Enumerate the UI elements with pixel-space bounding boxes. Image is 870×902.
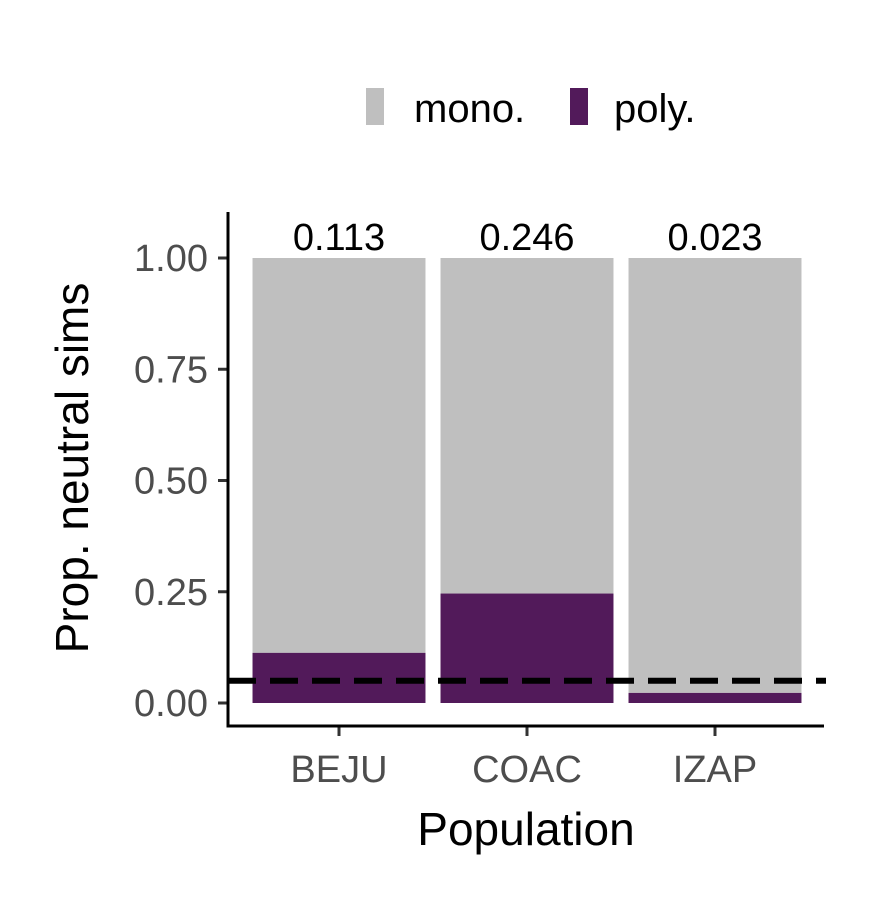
legend-label-mono: mono. xyxy=(414,87,525,131)
y-axis-title: Prop. neutral sims xyxy=(46,283,98,654)
data-label-beju: 0.113 xyxy=(293,217,385,259)
bar-poly-coac xyxy=(440,593,614,703)
x-tick-label-coac: COAC xyxy=(472,749,582,791)
y-tick-label-4: 1.00 xyxy=(134,238,208,280)
legend-label-poly: poly. xyxy=(614,87,696,131)
data-label-coac: 0.246 xyxy=(479,217,574,259)
y-tick-label-0: 0.00 xyxy=(134,683,208,725)
legend-swatch-mono xyxy=(366,88,384,125)
bar-poly-izap xyxy=(628,692,802,703)
x-tick-label-izap: IZAP xyxy=(673,749,757,791)
y-tick-label-1: 0.25 xyxy=(134,572,208,614)
legend: mono. poly. xyxy=(366,87,696,131)
x-axis-title: Population xyxy=(417,803,634,855)
data-label-izap: 0.023 xyxy=(667,217,762,259)
legend-swatch-poly xyxy=(570,88,588,125)
x-tick-label-beju: BEJU xyxy=(290,749,387,791)
bar-mono-coac xyxy=(440,258,614,594)
plot-area: 0.113 BEJU 0.246 COAC 0.023 IZAP 0.00 0.25 0.50 0… xyxy=(134,212,826,791)
y-tick-label-3: 0.75 xyxy=(134,349,208,391)
bar-mono-izap xyxy=(628,258,802,693)
y-tick-label-2: 0.50 xyxy=(134,461,208,503)
bar-mono-beju xyxy=(252,258,426,653)
